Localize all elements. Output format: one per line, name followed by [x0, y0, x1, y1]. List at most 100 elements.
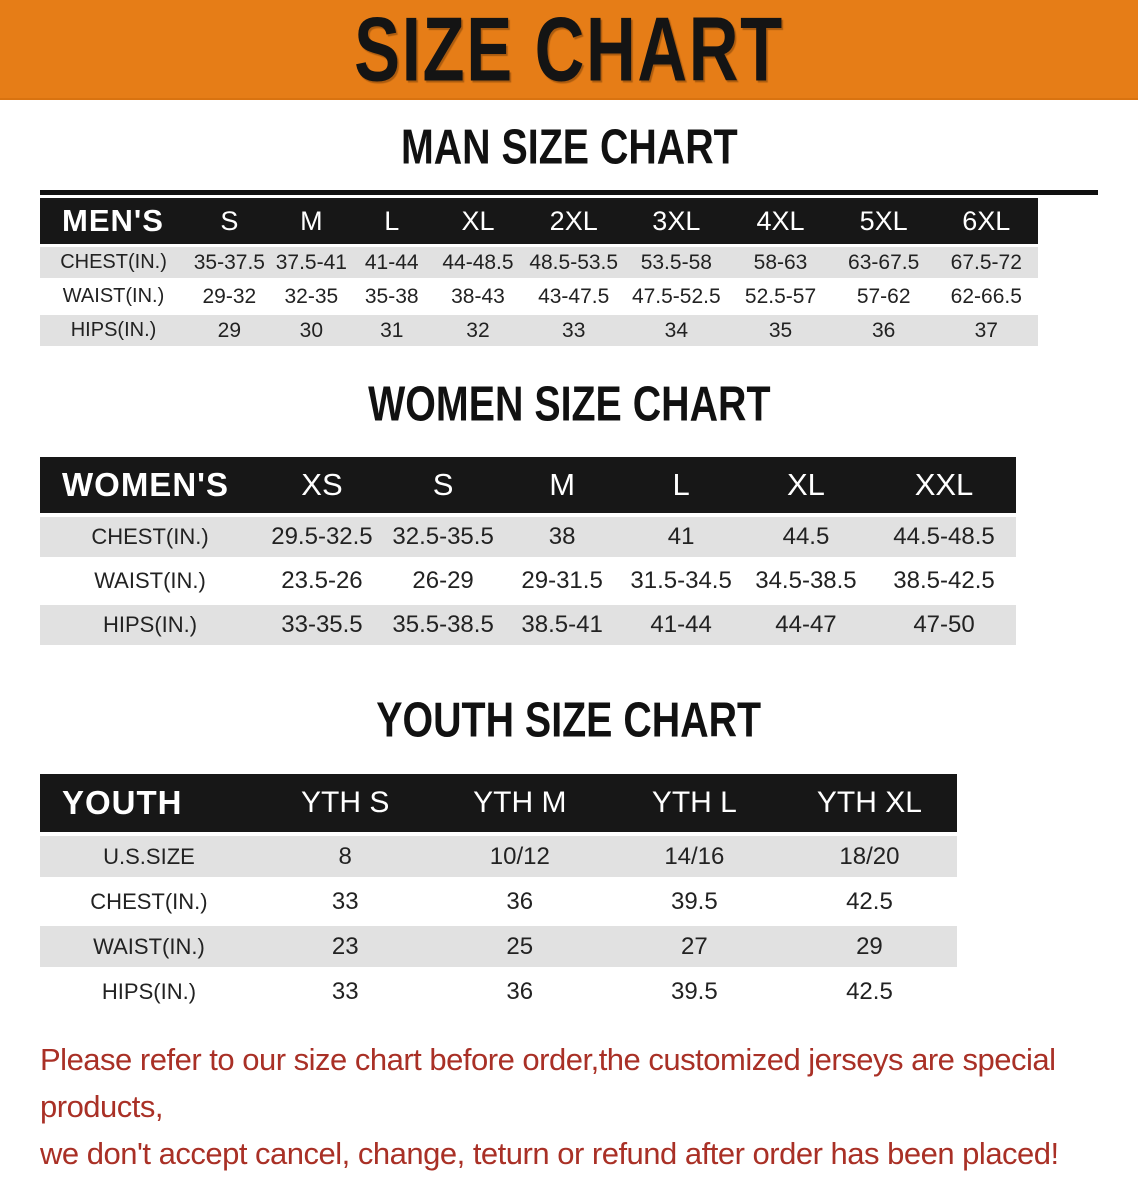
men-section-heading: MAN SIZE CHART: [400, 120, 738, 175]
filler-cell: [1037, 247, 1098, 278]
size-cell: 38: [502, 517, 622, 557]
size-cell: 29-32: [187, 281, 272, 312]
men-col-header: 5XL: [832, 198, 935, 244]
size-cell: 47.5-52.5: [623, 281, 729, 312]
filler-cell: [1037, 281, 1098, 312]
youth-table-header-row: YOUTH YTH S YTH M YTH L YTH XL: [40, 774, 1098, 832]
size-cell: 33: [257, 881, 433, 922]
youth-table-title: YOUTH: [40, 774, 258, 832]
youth-chest-row: CHEST(IN.) 33 36 39.5 42.5: [40, 881, 1098, 922]
men-chest-row: CHEST(IN.) 35-37.5 37.5-41 41-44 44-48.5…: [40, 247, 1098, 278]
size-cell: 32-35: [271, 281, 352, 312]
size-cell: 39.5: [607, 971, 782, 1012]
size-cell: 25: [432, 926, 608, 967]
youth-col-header: YTH L: [607, 774, 782, 832]
women-waist-row: WAIST(IN.) 23.5-26 26-29 29-31.5 31.5-34…: [40, 561, 1098, 601]
filler-cell: [1016, 605, 1098, 645]
size-cell: 29: [781, 926, 958, 967]
size-cell: 53.5-58: [623, 247, 729, 278]
men-col-header: XL: [432, 198, 524, 244]
order-notice-line2: we don't accept cancel, change, teturn o…: [40, 1136, 1059, 1171]
size-cell: 35-38: [351, 281, 433, 312]
men-col-header: 6XL: [934, 198, 1038, 244]
women-section-heading: WOMEN SIZE CHART: [367, 377, 771, 432]
men-col-header: 2XL: [523, 198, 624, 244]
size-cell: 43-47.5: [523, 281, 624, 312]
size-cell: 10/12: [432, 836, 608, 877]
size-cell: 32: [432, 315, 524, 346]
banner-title: SIZE CHART: [354, 0, 784, 100]
men-hips-row: HIPS(IN.) 29 30 31 32 33 34 35 36 37: [40, 315, 1098, 346]
size-cell: 14/16: [607, 836, 782, 877]
size-cell: 27: [607, 926, 782, 967]
youth-col-header: YTH XL: [781, 774, 958, 832]
row-label: HIPS(IN.): [40, 605, 261, 645]
row-label: CHEST(IN.): [40, 881, 258, 922]
youth-size-table: YOUTH YTH S YTH M YTH L YTH XL U.S.SIZE …: [40, 770, 1098, 1016]
size-cell: 42.5: [781, 881, 958, 922]
filler-cell: [1016, 561, 1098, 601]
filler-cell: [957, 836, 1098, 877]
size-cell: 8: [257, 836, 433, 877]
order-notice-line1: Please refer to our size chart before or…: [40, 1042, 1056, 1124]
youth-col-header: YTH S: [257, 774, 433, 832]
size-cell: 29-31.5: [502, 561, 622, 601]
size-cell: 44-47: [740, 605, 872, 645]
row-label: CHEST(IN.): [40, 247, 188, 278]
size-cell: 38.5-41: [502, 605, 622, 645]
row-label: WAIST(IN.): [40, 926, 258, 967]
size-cell: 38-43: [432, 281, 524, 312]
size-cell: 44-48.5: [432, 247, 524, 278]
youth-section-heading: YOUTH SIZE CHART: [376, 693, 762, 748]
size-cell: 67.5-72: [934, 247, 1038, 278]
size-cell: 63-67.5: [832, 247, 935, 278]
size-cell: 36: [832, 315, 935, 346]
size-cell: 37: [934, 315, 1038, 346]
youth-ussize-row: U.S.SIZE 8 10/12 14/16 18/20: [40, 836, 1098, 877]
size-cell: 36: [432, 971, 608, 1012]
size-cell: 29.5-32.5: [260, 517, 384, 557]
size-cell: 31.5-34.5: [621, 561, 741, 601]
size-cell: 48.5-53.5: [523, 247, 624, 278]
youth-col-header: YTH M: [432, 774, 608, 832]
filler-cell: [1016, 517, 1098, 557]
size-cell: 35: [728, 315, 833, 346]
men-col-header: L: [351, 198, 433, 244]
size-cell: 23: [257, 926, 433, 967]
size-cell: 29: [187, 315, 272, 346]
size-cell: 30: [271, 315, 352, 346]
size-cell: 39.5: [607, 881, 782, 922]
women-table-title: WOMEN'S: [40, 457, 261, 513]
size-cell: 32.5-35.5: [383, 517, 503, 557]
size-cell: 26-29: [383, 561, 503, 601]
men-size-table: MEN'S S M L XL 2XL 3XL 4XL 5XL 6XL CHEST…: [40, 190, 1098, 349]
men-col-header: 4XL: [728, 198, 833, 244]
filler-cell: [957, 926, 1098, 967]
size-cell: 33-35.5: [260, 605, 384, 645]
men-col-header: S: [187, 198, 272, 244]
size-cell: 34.5-38.5: [740, 561, 872, 601]
filler-cell: [1037, 315, 1098, 346]
women-col-header: L: [621, 457, 741, 513]
filler-cell: [1016, 457, 1098, 513]
women-hips-row: HIPS(IN.) 33-35.5 35.5-38.5 38.5-41 41-4…: [40, 605, 1098, 645]
row-label: HIPS(IN.): [40, 971, 258, 1012]
size-cell: 47-50: [871, 605, 1017, 645]
row-label: HIPS(IN.): [40, 315, 188, 346]
size-cell: 41: [621, 517, 741, 557]
women-col-header: M: [502, 457, 622, 513]
filler-cell: [1038, 198, 1098, 244]
size-cell: 41-44: [621, 605, 741, 645]
women-col-header: XS: [260, 457, 384, 513]
women-col-header: XL: [740, 457, 872, 513]
size-cell: 52.5-57: [728, 281, 833, 312]
size-cell: 62-66.5: [934, 281, 1038, 312]
size-cell: 35.5-38.5: [383, 605, 503, 645]
men-col-header: M: [271, 198, 352, 244]
size-cell: 33: [523, 315, 624, 346]
row-label: U.S.SIZE: [40, 836, 258, 877]
women-chest-row: CHEST(IN.) 29.5-32.5 32.5-35.5 38 41 44.…: [40, 517, 1098, 557]
size-cell: 34: [623, 315, 729, 346]
women-size-table: WOMEN'S XS S M L XL XXL CHEST(IN.) 29.5-…: [40, 453, 1098, 649]
